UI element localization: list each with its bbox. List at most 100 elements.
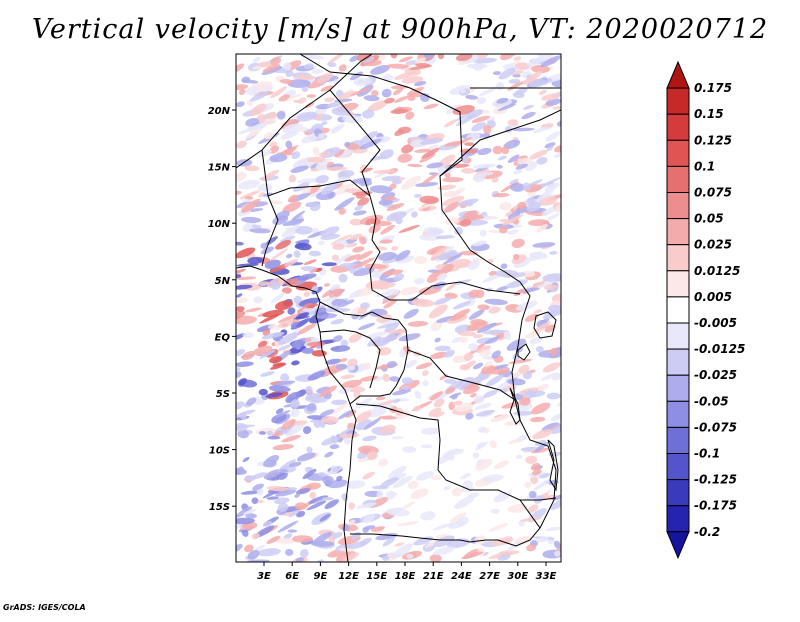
field-blob — [360, 375, 378, 382]
field-blob — [338, 90, 358, 100]
field-blob — [263, 132, 276, 140]
field-blob — [412, 405, 422, 412]
field-blob — [467, 63, 488, 69]
field-blob — [386, 490, 396, 500]
field-blob — [276, 110, 286, 120]
field-blob — [270, 57, 282, 66]
lon-label: 30E — [507, 571, 528, 582]
field-blob — [530, 462, 541, 471]
field-blob — [285, 391, 301, 404]
field-blob — [287, 194, 298, 203]
field-blob — [363, 362, 371, 371]
field-blob — [520, 517, 542, 522]
field-blob — [345, 480, 366, 489]
field-blob — [475, 289, 485, 299]
field-blob — [515, 454, 523, 460]
field-blob — [407, 163, 423, 168]
field-blob — [512, 92, 525, 99]
field-blob — [319, 385, 337, 397]
field-blob — [249, 228, 271, 234]
field-blob — [236, 284, 253, 290]
field-blob — [307, 370, 326, 381]
field-blob — [245, 117, 259, 127]
field-blob — [367, 451, 378, 461]
field-blob — [371, 90, 379, 97]
lat-label: 15N — [208, 163, 231, 174]
field-blob — [473, 57, 497, 64]
field-blob — [270, 292, 286, 304]
field-blob — [331, 466, 340, 473]
field-blob — [430, 475, 442, 481]
lon-label: 18E — [395, 571, 416, 582]
field-blob — [326, 166, 348, 171]
colorbar-box — [666, 479, 690, 507]
field-blob — [507, 378, 526, 386]
field-blob — [237, 179, 260, 190]
field-blob — [277, 502, 289, 512]
field-blob — [556, 402, 561, 407]
field-blob — [252, 483, 264, 491]
border-line — [261, 195, 279, 267]
field-blob — [496, 97, 509, 104]
field-blob — [362, 109, 375, 119]
field-blob — [474, 403, 492, 410]
field-blob — [236, 84, 249, 91]
field-blob — [259, 431, 266, 435]
field-blob — [529, 251, 544, 262]
field-blob — [301, 347, 314, 354]
field-blob — [323, 283, 331, 287]
field-blob — [262, 64, 281, 73]
field-blob — [285, 278, 300, 287]
field-blob — [386, 329, 408, 334]
field-blob — [423, 103, 439, 110]
field-blob — [296, 273, 317, 281]
field-blob — [470, 318, 486, 326]
field-blob — [394, 129, 405, 136]
field-blob — [281, 287, 292, 294]
field-blob — [472, 374, 487, 384]
field-blob — [251, 533, 260, 540]
field-blob — [354, 205, 364, 211]
field-blob — [324, 499, 340, 509]
field-blob — [507, 503, 529, 513]
field-blob — [312, 146, 320, 156]
field-blob — [255, 544, 266, 551]
field-blob — [356, 250, 373, 261]
field-blob — [244, 165, 260, 172]
border-line — [407, 349, 516, 401]
field-blob — [242, 332, 254, 338]
field-blob — [536, 536, 549, 543]
field-blob — [406, 553, 414, 559]
field-blob — [482, 273, 502, 283]
lon-label: 12E — [338, 571, 359, 582]
lat-label: 15S — [209, 502, 230, 513]
field-blob — [280, 130, 299, 140]
field-blob — [236, 201, 252, 208]
field-blob — [263, 469, 281, 479]
field-blob — [282, 218, 305, 227]
lat-label: 20N — [208, 106, 231, 117]
field-blob — [530, 416, 546, 423]
field-blob — [522, 157, 532, 164]
field-blob — [341, 493, 349, 501]
field-blob — [332, 243, 345, 250]
field-blob — [455, 54, 473, 62]
field-blob — [247, 256, 264, 265]
field-blob — [285, 548, 294, 556]
field-blob — [462, 210, 478, 220]
field-blob — [401, 175, 422, 190]
lon-label: 9E — [314, 571, 328, 582]
field-blob — [392, 543, 413, 558]
field-blob — [473, 173, 486, 183]
field-blob — [286, 225, 300, 234]
field-blob — [422, 379, 429, 387]
colorbar-label: -0.175 — [694, 499, 737, 513]
field-blob — [528, 490, 537, 499]
field-blob — [330, 435, 338, 444]
field-blob — [394, 95, 410, 103]
colorbar-label: -0.0125 — [694, 342, 745, 356]
field-blob — [295, 225, 313, 235]
field-blob — [459, 219, 472, 227]
field-blob — [353, 77, 372, 86]
field-blob — [236, 297, 248, 304]
